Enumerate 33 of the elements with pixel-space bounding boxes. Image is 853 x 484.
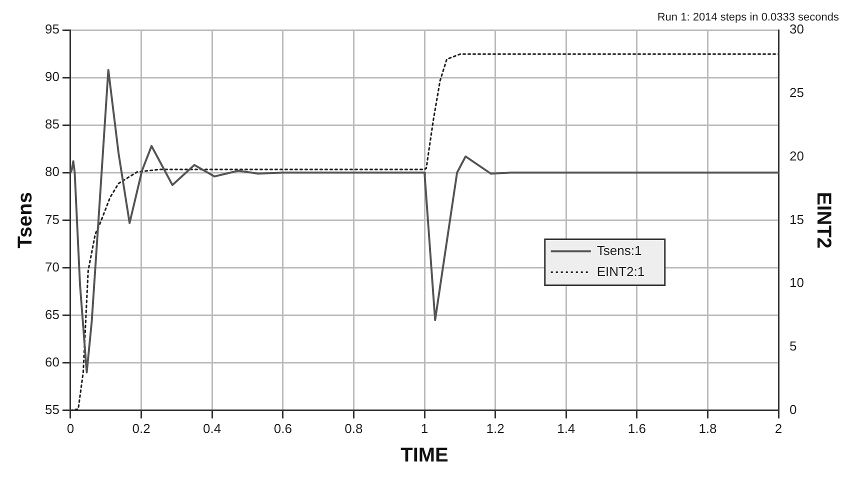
y2-tick-label: 25 [790,84,804,100]
x-tick-label: 1.4 [557,420,576,436]
y2-tick-label: 15 [790,212,804,227]
y-tick-label: 80 [44,164,60,180]
y2-axis-title: EINT2 [812,192,834,249]
x-tick-label: 0.6 [274,420,292,436]
x-tick-label: 0 [66,420,74,436]
y-tick-label: 85 [44,116,60,132]
y2-tick-label: 30 [790,22,804,37]
y-tick-label: 55 [44,402,60,417]
y-tick-label: 65 [44,306,60,322]
y-tick-label: 90 [44,69,60,84]
x-tick-label: 0.4 [203,420,222,436]
y-tick-label: 95 [44,22,60,37]
x-tick-label: 1.8 [698,420,717,436]
x-tick-label: 0.8 [344,420,363,436]
y2-tick-label: 0 [790,402,797,417]
y2-tick-label: 20 [790,148,804,164]
x-tick-label: 1.6 [628,420,646,436]
x-tick-label: 1 [420,420,428,436]
legend-label: EINT2:1 [596,264,645,279]
legend-label: Tsens:1 [596,242,642,258]
y2-tick-label: 5 [790,338,797,354]
x-tick-label: 1.2 [486,420,504,436]
y2-tick-label: 10 [790,275,804,290]
x-tick-label: 0.2 [132,420,150,436]
text: Run 1: 2014 steps in 0.0333 seconds [657,12,840,24]
y-tick-label: 60 [44,354,60,370]
x-axis-title: TIME [400,444,448,467]
y-axis-title: Tsens [14,192,37,248]
x-tick-label: 2 [774,420,782,436]
y-tick-label: 75 [44,212,60,227]
y-tick-label: 70 [44,259,60,274]
